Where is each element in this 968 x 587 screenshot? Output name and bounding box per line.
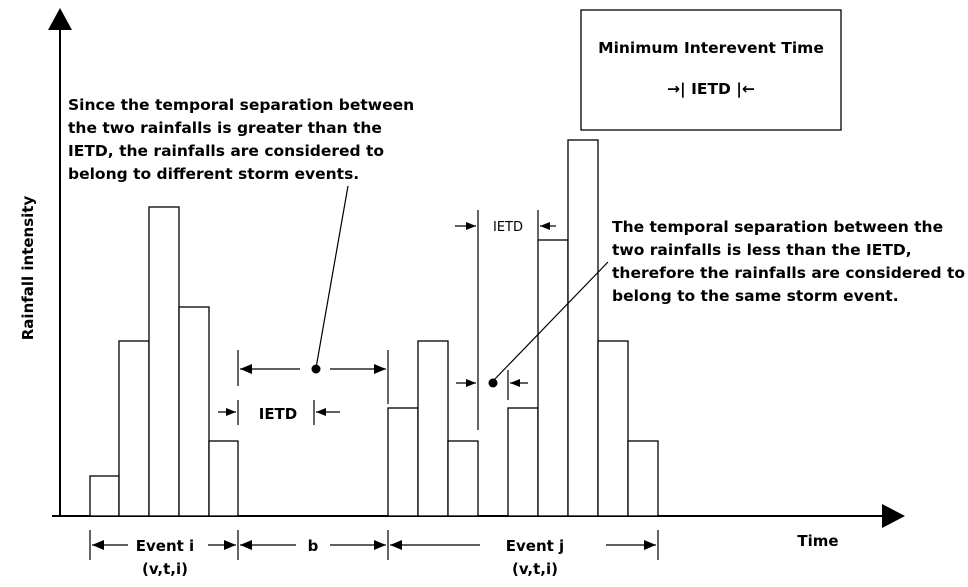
- event-dimension-line: [89, 530, 659, 560]
- annotation-line: two rainfalls is less than the IETD,: [612, 241, 912, 259]
- annotation-line: IETD, the rainfalls are considered to: [68, 142, 384, 160]
- bar: [89, 475, 120, 517]
- annotation-different-events: Since the temporal separation between th…: [68, 96, 414, 183]
- ietd-label-large: IETD: [259, 405, 298, 423]
- pointer-dot: [311, 364, 321, 374]
- gap-dimension: [237, 350, 389, 404]
- bar: [118, 340, 150, 517]
- small-gap-arrows: [456, 370, 528, 400]
- annotation-line: belong to the same storm event.: [612, 287, 899, 305]
- bar: [148, 206, 180, 517]
- ietd-dimension-small: [455, 210, 556, 430]
- event-i-label: Event i: [136, 537, 194, 555]
- annotation-line: therefore the rainfalls are considered t…: [612, 264, 965, 282]
- between-label: b: [308, 537, 319, 555]
- event-j-label: Event j: [506, 537, 564, 555]
- legend-symbol: →| IETD |←: [667, 80, 755, 99]
- annotation-same-event: The temporal separation between the two …: [612, 218, 965, 305]
- annotation-line: Since the temporal separation between: [68, 96, 414, 114]
- event-j-params: (v,t,i): [512, 560, 558, 578]
- y-axis-arrowhead: [48, 8, 72, 30]
- bar: [178, 306, 210, 517]
- annotation-line: belong to different storm events.: [68, 165, 359, 183]
- annotation-line: The temporal separation between the: [612, 218, 943, 236]
- ietd-label-small: IETD: [493, 220, 523, 235]
- bar: [537, 239, 569, 517]
- bar: [447, 440, 479, 517]
- annotation-line: the two rainfalls is greater than the: [68, 119, 382, 137]
- pointer-line: [492, 261, 609, 382]
- event-i-params: (v,t,i): [142, 560, 188, 578]
- legend-title: Minimum Interevent Time: [598, 39, 824, 57]
- pointer-line: [315, 185, 349, 369]
- event-i-bars: [89, 206, 239, 517]
- event-j-bars-part1: [387, 340, 479, 517]
- y-axis-label: Rainfall intensity: [19, 196, 37, 341]
- bar: [417, 340, 449, 517]
- x-axis-arrowhead: [882, 504, 905, 528]
- bar: [567, 139, 599, 517]
- event-j-bars-part2: [507, 139, 659, 517]
- x-axis-label: Time: [797, 532, 838, 550]
- legend-box: [580, 9, 842, 131]
- bar: [597, 340, 629, 517]
- bar: [507, 407, 539, 517]
- ietd-dimension-large: [218, 400, 340, 425]
- pointer-dot: [488, 378, 498, 388]
- bar: [387, 407, 419, 517]
- bar: [627, 440, 659, 517]
- bar: [208, 440, 239, 517]
